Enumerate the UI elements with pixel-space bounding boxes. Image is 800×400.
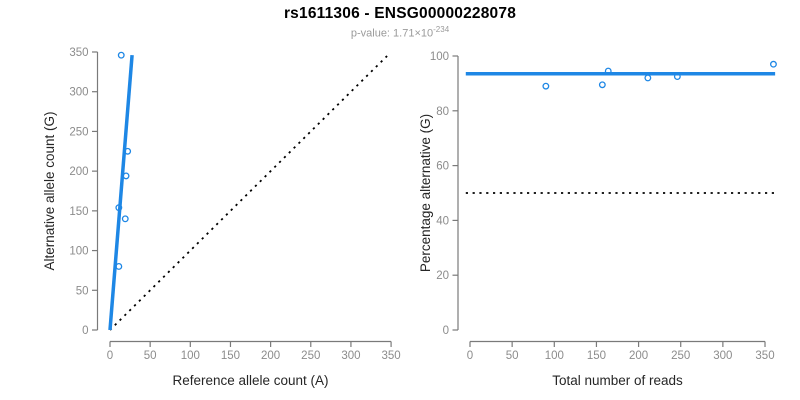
- p-value-text: p-value: 1.71×10: [350, 27, 434, 40]
- y-tick-label: 0: [82, 325, 88, 337]
- x-tick-label: 0: [467, 350, 473, 362]
- y-tick-label: 0: [443, 325, 449, 337]
- y-tick-label: 50: [76, 285, 89, 297]
- data-point: [542, 82, 550, 90]
- data-point: [122, 172, 130, 180]
- x-tick-label: 350: [381, 350, 400, 362]
- fit-line: [108, 55, 134, 331]
- y-tick-label: 150: [69, 206, 88, 218]
- x-tick-label: 250: [301, 350, 320, 362]
- x-tick-label: 350: [755, 350, 774, 362]
- x-tick-label: 300: [713, 350, 732, 362]
- y-tick-label: 250: [69, 126, 88, 138]
- x-tick-label: 300: [341, 350, 360, 362]
- y-tick-label: 40: [436, 215, 449, 227]
- data-point: [604, 67, 612, 75]
- x-tick-label: 100: [181, 350, 200, 362]
- y-tick-label: 80: [436, 106, 449, 118]
- data-point: [117, 51, 125, 59]
- x-tick-label: 250: [671, 350, 690, 362]
- x-tick-label: 0: [107, 350, 113, 362]
- y-tick-label: 300: [69, 87, 88, 99]
- y-tick-label: 350: [69, 47, 88, 59]
- data-point: [598, 81, 606, 89]
- data-point: [115, 263, 123, 270]
- right-plot: 0 20 40 60 80 100 0 50 100 150 200 250 300 350: [430, 51, 777, 362]
- data-point: [769, 60, 777, 68]
- left-y-axis-label: Alternative allele count (G): [42, 111, 57, 270]
- data-point: [115, 204, 123, 212]
- y-tick-label: 100: [430, 51, 449, 63]
- x-tick-label: 50: [144, 350, 157, 362]
- p-value-exponent: -234: [433, 25, 450, 34]
- data-point: [644, 74, 652, 82]
- x-tick-label: 200: [629, 350, 648, 362]
- y-tick-label: 100: [69, 246, 88, 258]
- data-point: [121, 215, 129, 223]
- x-tick-label: 100: [545, 350, 564, 362]
- left-x-axis-label: Reference allele count (A): [172, 373, 328, 388]
- data-point: [673, 73, 681, 80]
- left-plot: 0 50 100 150 200 250 300 350 0 50 100 150 200 250 300 3…: [69, 47, 400, 362]
- right-y-axis-label: Percentage alternative (G): [418, 114, 433, 272]
- data-point: [124, 147, 132, 155]
- x-tick-label: 50: [506, 350, 519, 362]
- x-tick-label: 200: [261, 350, 280, 362]
- plot-title: rs1611306 - ENSG00000228078: [283, 5, 517, 22]
- x-tick-label: 150: [221, 350, 240, 362]
- x-tick-label: 150: [587, 350, 606, 362]
- identity-line: [109, 55, 388, 331]
- plot-subtitle: p-value: 1.71×10-234: [0, 25, 800, 40]
- right-x-axis-label: Total number of reads: [552, 373, 683, 388]
- y-tick-label: 200: [69, 166, 88, 178]
- y-tick-label: 60: [436, 161, 449, 173]
- y-tick-label: 20: [436, 270, 449, 282]
